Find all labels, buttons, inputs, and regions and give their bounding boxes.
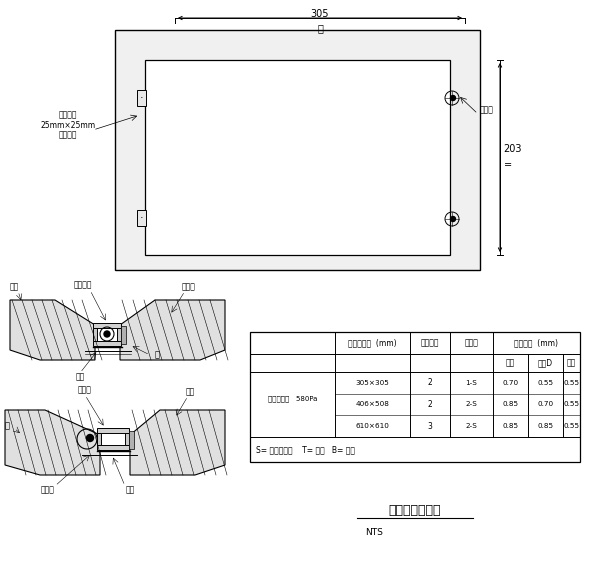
Bar xyxy=(93,323,121,328)
Text: 门: 门 xyxy=(155,350,160,360)
Text: 203: 203 xyxy=(503,144,521,155)
Text: 密封品: 密封品 xyxy=(41,485,55,495)
Text: 610×610: 610×610 xyxy=(356,423,390,429)
Text: 垫板: 垫板 xyxy=(126,485,134,495)
Bar xyxy=(129,431,134,449)
Bar xyxy=(93,341,121,346)
Text: 螺栓量: 螺栓量 xyxy=(465,339,478,347)
Bar xyxy=(137,90,146,106)
Circle shape xyxy=(450,96,456,100)
Text: 0.55: 0.55 xyxy=(563,402,580,408)
Text: 密封钢: 密封钢 xyxy=(480,106,494,114)
Text: 检修口尺寸  (mm): 检修口尺寸 (mm) xyxy=(348,339,397,347)
Text: 风管检修门详图: 风管检修门详图 xyxy=(389,503,441,516)
Bar xyxy=(145,60,450,255)
Text: 风管: 风管 xyxy=(186,388,195,397)
Bar xyxy=(97,428,129,433)
Bar xyxy=(137,210,146,226)
Text: 稀薄: 稀薄 xyxy=(567,359,576,367)
Text: 0.85: 0.85 xyxy=(502,402,519,408)
Text: 0.55: 0.55 xyxy=(537,380,553,386)
Polygon shape xyxy=(5,410,100,475)
Text: 2: 2 xyxy=(428,378,433,387)
Bar xyxy=(121,326,126,344)
Text: 0.85: 0.85 xyxy=(502,423,519,429)
Circle shape xyxy=(450,217,456,221)
Polygon shape xyxy=(130,410,225,475)
Text: 0.70: 0.70 xyxy=(502,380,519,386)
Text: 1-S: 1-S xyxy=(465,380,477,386)
Text: 额定不大于   580Pa: 额定不大于 580Pa xyxy=(268,395,317,402)
Bar xyxy=(250,332,580,462)
Text: 406×508: 406×508 xyxy=(356,402,390,408)
Text: 门: 门 xyxy=(317,23,323,33)
Text: 龙框: 龙框 xyxy=(506,359,515,367)
Text: 0.70: 0.70 xyxy=(537,402,553,408)
Bar xyxy=(115,30,480,270)
Text: 蝶板D: 蝶板D xyxy=(538,359,553,367)
Text: NTS: NTS xyxy=(365,528,383,537)
Text: 25mm×25mm: 25mm×25mm xyxy=(40,120,96,130)
Text: 密封材: 密封材 xyxy=(78,385,92,395)
Bar xyxy=(125,433,129,445)
Text: 垫板: 垫板 xyxy=(76,373,84,381)
Text: 0.85: 0.85 xyxy=(537,423,553,429)
Text: 刚性框架: 刚性框架 xyxy=(74,280,92,290)
Text: 3: 3 xyxy=(428,422,433,430)
Text: =: = xyxy=(504,161,512,171)
Text: 2: 2 xyxy=(428,400,433,409)
Text: 金属厚度  (mm): 金属厚度 (mm) xyxy=(515,339,559,347)
Text: 2-S: 2-S xyxy=(465,423,477,429)
Text: 密封品: 密封品 xyxy=(181,283,195,291)
Text: 成型板钢: 成型板钢 xyxy=(59,130,77,140)
Text: 305×305: 305×305 xyxy=(356,380,390,386)
Text: 2-S: 2-S xyxy=(465,402,477,408)
Bar xyxy=(93,328,97,341)
Text: 0.55: 0.55 xyxy=(563,423,580,429)
Polygon shape xyxy=(10,300,95,360)
Text: 0.55: 0.55 xyxy=(563,380,580,386)
Text: 铆钉数量: 铆钉数量 xyxy=(421,339,439,347)
Text: 门: 门 xyxy=(5,422,10,430)
Text: 刚性框架: 刚性框架 xyxy=(59,110,77,120)
Circle shape xyxy=(86,434,93,442)
Text: S= 螺钉及螺栓    T= 上侧   B= 下侧: S= 螺钉及螺栓 T= 上侧 B= 下侧 xyxy=(256,445,355,454)
Text: ·: · xyxy=(140,93,144,103)
Bar xyxy=(97,445,129,450)
Circle shape xyxy=(104,331,110,337)
Text: ·: · xyxy=(140,213,144,223)
Text: 305: 305 xyxy=(311,9,329,19)
Polygon shape xyxy=(120,300,225,360)
Bar xyxy=(97,433,101,445)
Text: 风管: 风管 xyxy=(10,283,19,291)
Bar xyxy=(117,328,121,341)
